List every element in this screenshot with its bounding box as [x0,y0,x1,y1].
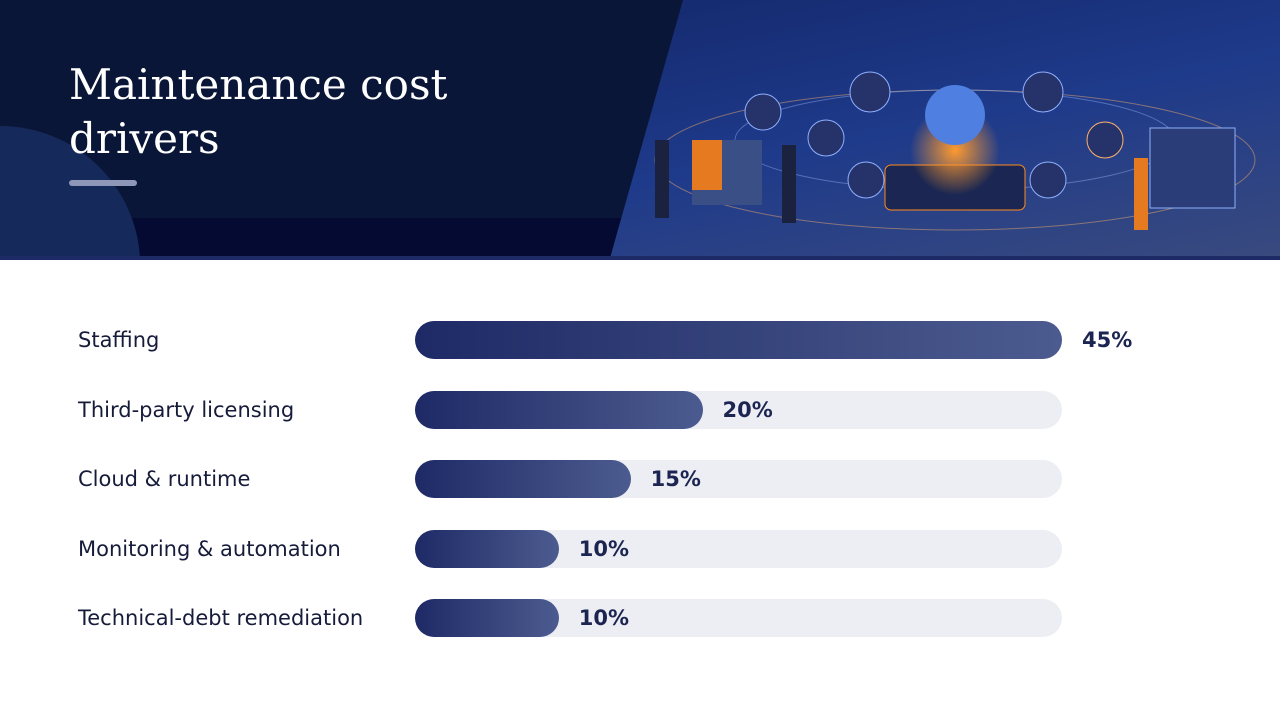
category-label: Third-party licensing [78,397,295,422]
header-banner [0,0,1280,260]
person [782,145,796,223]
value-label: 20% [722,397,773,422]
value-label: 15% [650,467,701,491]
bar [415,390,703,429]
servers [1149,127,1236,209]
header-rule [0,256,1280,260]
category-label: Cloud & runtime [78,467,251,491]
puzzle-piece [692,140,722,190]
bar [415,321,1062,359]
chart-title: Maintenance cost drivers [69,60,448,163]
icon [1086,121,1124,159]
bar [415,460,631,498]
icon [1029,161,1067,199]
icon [849,71,891,113]
person [1134,158,1148,230]
title-panel [0,0,683,258]
person [655,140,669,218]
bar [415,599,559,637]
bar [415,529,559,568]
title-underline [69,180,137,186]
title-panel-band [0,218,621,258]
icon [847,161,885,199]
icon [807,119,845,157]
value-label: 45% [1082,328,1133,352]
category-label: Monitoring & automation [78,536,341,561]
category-label: Technical-debt remediation [78,606,364,630]
gear [925,85,985,145]
value-label: 10% [578,606,630,630]
category-label: Staffing [78,328,160,352]
decor-circle [0,125,140,258]
icon [1022,71,1064,113]
value-label: 10% [578,536,630,561]
icon [744,93,782,131]
